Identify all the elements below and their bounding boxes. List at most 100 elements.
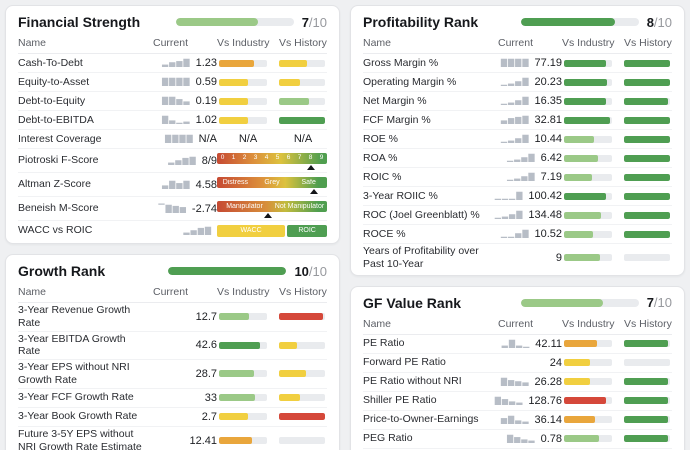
bar-fill xyxy=(219,97,248,105)
metric-name-link[interactable]: Debt-to-Equity xyxy=(18,94,86,107)
metric-name-link[interactable]: Altman Z-Score xyxy=(18,178,91,191)
metric-name-link[interactable]: Forward PE Ratio xyxy=(363,356,446,369)
histogram-icon[interactable]: ▇▅▄▃ xyxy=(500,376,530,386)
left-column: Financial Strength 7/10 Name Current Vs … xyxy=(5,5,340,450)
panel-header: Financial Strength 7/10 xyxy=(18,10,327,36)
vs-history-cell xyxy=(624,230,672,238)
metric-value: 4.58 xyxy=(195,178,217,191)
histogram-icon[interactable]: ▁▂▄▇ xyxy=(500,96,530,105)
histogram-icon[interactable]: ▇▅▃▂ xyxy=(506,433,536,443)
table-row: Shiller PE Ratio ▇▅▃▂ 128.76 xyxy=(363,392,672,411)
histogram-icon[interactable]: ▇▇▇▇ xyxy=(500,58,530,67)
histogram-icon[interactable]: ▂▄▅▇ xyxy=(161,58,191,67)
bar-fill xyxy=(279,394,300,402)
metric-name-link[interactable]: Equity-to-Asset xyxy=(18,75,90,88)
metric-value: 9 xyxy=(555,251,562,264)
metric-name-link[interactable]: ROC (Joel Greenblatt) % xyxy=(363,208,480,221)
histogram-icon[interactable]: ▅▇▃▂ xyxy=(500,414,530,424)
histogram-icon[interactable]: ▇▇▇▇ xyxy=(165,134,194,143)
rank-bar xyxy=(168,267,287,275)
table-row: PE Ratio ▂▇▂▁ 42.11 xyxy=(363,335,672,354)
metric-name-link[interactable]: FCF Margin % xyxy=(363,113,431,126)
panel-title: Profitability Rank xyxy=(363,14,479,30)
metric-name-link[interactable]: Future 3-5Y EPS without NRI Growth Rate … xyxy=(18,427,142,450)
metric-name-link[interactable]: Beneish M-Score xyxy=(18,202,99,215)
histogram-icon[interactable]: ▂▄▆▇ xyxy=(183,225,212,235)
histogram-icon[interactable]: ▇▃▁▂ xyxy=(161,115,191,124)
metric-name-link[interactable]: Cash-To-Debt xyxy=(18,56,83,69)
histogram-icon[interactable]: ▃▅▆▇ xyxy=(500,115,530,124)
vs-history-bar xyxy=(279,370,325,378)
table-row: PEG Ratio ▇▅▃▂ 0.78 xyxy=(363,430,672,449)
table-row: 3-Year FCF Growth Rate 33 xyxy=(18,389,327,408)
column-header-vs-industry: Vs Industry xyxy=(217,37,270,49)
metric-name-link[interactable]: PE Ratio without NRI xyxy=(363,375,462,388)
current-cell: ▇▇▇▇ N/A xyxy=(153,133,217,145)
vs-industry-bar xyxy=(564,192,612,200)
vs-history-bar xyxy=(624,116,670,124)
metric-name-link[interactable]: Debt-to-EBITDA xyxy=(18,113,94,126)
rank-score-max: /10 xyxy=(653,295,672,311)
metric-value: 16.35 xyxy=(534,95,562,107)
metric-name-link[interactable]: 3-Year EPS without NRI Growth Rate xyxy=(18,361,130,386)
vs-industry-bar xyxy=(564,378,612,386)
vs-industry-cell xyxy=(217,437,279,445)
column-header-name: Name xyxy=(363,317,392,330)
metric-name-link[interactable]: Interest Coverage xyxy=(18,132,102,145)
metric-name-link[interactable]: WACC vs ROIC xyxy=(18,224,93,237)
metric-name-link[interactable]: Operating Margin % xyxy=(363,75,457,88)
metric-name-link[interactable]: 3-Year EBITDA Growth Rate xyxy=(18,332,126,358)
histogram-icon[interactable]: ▁▂▄▇ xyxy=(500,77,530,86)
metric-name-link[interactable]: Piotroski F-Score xyxy=(18,154,99,167)
rank-score: 10/10 xyxy=(294,264,327,279)
vs-history-cell xyxy=(279,370,327,378)
histogram-icon[interactable]: ▇▇▅▃ xyxy=(161,96,191,105)
metric-name-link[interactable]: 3-Year ROIIC % xyxy=(363,189,438,202)
metric-name-link[interactable]: Price-to-Owner-Earnings xyxy=(363,413,479,426)
vs-history-bar xyxy=(279,59,325,67)
metric-name-link[interactable]: Years of Profitability over Past 10-Year xyxy=(363,245,479,270)
histogram-icon[interactable]: ▂▄▆▇ xyxy=(168,155,197,165)
profitability-rank-panel: Profitability Rank 8/10 Name Current Vs … xyxy=(350,5,685,276)
histogram-icon[interactable]: ▁▂▄▇ xyxy=(506,172,536,181)
histogram-icon[interactable]: ▃▇▅▇ xyxy=(161,179,191,189)
metric-name-link[interactable]: Gross Margin % xyxy=(363,56,439,69)
bar-fill xyxy=(624,397,668,405)
histogram-icon[interactable]: ▔▇▆▅ xyxy=(158,203,187,213)
histogram-icon[interactable]: ▁▂▄▇ xyxy=(494,210,524,219)
scale-label: 7 xyxy=(297,154,302,162)
histogram-icon[interactable]: ▁▂▄▇ xyxy=(506,153,536,162)
vs-history-bar xyxy=(624,192,670,200)
beneish-scale: Manipulator Not Manipulator xyxy=(217,201,327,218)
scale-label: 1 xyxy=(231,154,236,162)
rank-score: 7/10 xyxy=(647,295,672,310)
metric-name-link[interactable]: ROIC % xyxy=(363,170,402,183)
vs-industry-cell xyxy=(562,78,624,86)
metric-name-link[interactable]: Net Margin % xyxy=(363,94,427,107)
metric-name-link[interactable]: ROCE % xyxy=(363,227,406,240)
vs-history-cell xyxy=(624,435,672,443)
metric-name-link[interactable]: ROA % xyxy=(363,151,398,164)
histogram-icon[interactable]: ▇▅▃▂ xyxy=(494,395,524,405)
piotroski-scale-cell: 0 1 2 3 4 5 6 7 8 9 xyxy=(217,150,327,171)
vs-history-cell xyxy=(624,135,672,143)
table-row: Gross Margin % ▇▇▇▇ 77.19 xyxy=(363,54,672,73)
vs-industry-bar xyxy=(564,116,612,124)
metric-value: 24 xyxy=(549,356,562,369)
histogram-icon[interactable]: ▁▁▄▇ xyxy=(500,229,530,238)
bar-fill xyxy=(564,59,607,67)
metric-name-link[interactable]: Shiller PE Ratio xyxy=(363,394,437,407)
histogram-icon[interactable]: ▇▇▇▇ xyxy=(161,77,191,86)
metric-name-link[interactable]: 3-Year FCF Growth Rate xyxy=(18,391,134,404)
metric-name-link[interactable]: 3-Year Book Growth Rate xyxy=(18,410,138,423)
metric-name-link[interactable]: 3-Year Revenue Growth Rate xyxy=(18,304,131,329)
current-cell: ▃▇▅▇ 4.58 xyxy=(153,179,217,191)
metric-name-link[interactable]: PEG Ratio xyxy=(363,432,413,445)
current-cell: ▂▄▆▇ 8/9 xyxy=(153,155,217,167)
metric-name-link[interactable]: ROE % xyxy=(363,132,399,145)
metric-name-link[interactable]: PE Ratio xyxy=(363,337,405,350)
bar-fill xyxy=(624,192,670,200)
histogram-icon[interactable]: ▂▇▂▁ xyxy=(501,338,531,348)
histogram-icon[interactable]: ▁▂▄▇ xyxy=(500,134,530,143)
histogram-icon[interactable]: ▁▁▁▇ xyxy=(494,191,524,200)
